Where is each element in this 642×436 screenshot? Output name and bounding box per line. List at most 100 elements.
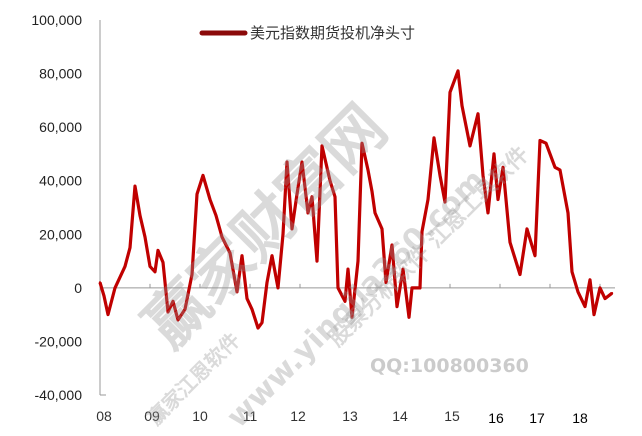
data-point bbox=[390, 243, 394, 247]
data-point bbox=[533, 254, 537, 257]
data-point bbox=[492, 152, 496, 156]
data-point bbox=[395, 305, 399, 308]
data-point bbox=[290, 227, 294, 231]
data-point bbox=[102, 294, 106, 298]
data-point bbox=[201, 174, 205, 177]
data-point bbox=[315, 259, 319, 263]
y-tick-label: 0 bbox=[74, 280, 82, 296]
data-point bbox=[148, 265, 152, 268]
data-point bbox=[426, 198, 430, 201]
data-point bbox=[214, 214, 218, 217]
x-tick-label: 10 bbox=[192, 408, 208, 424]
data-point bbox=[598, 286, 602, 290]
data-point bbox=[240, 254, 244, 257]
data-point bbox=[476, 112, 480, 115]
data-point bbox=[356, 259, 360, 263]
data-point bbox=[407, 316, 411, 319]
data-point bbox=[468, 144, 472, 148]
data-point bbox=[183, 308, 187, 311]
data-point bbox=[525, 227, 529, 231]
y-tick-label: -40,000 bbox=[35, 387, 83, 403]
data-point bbox=[161, 261, 165, 264]
data-point bbox=[285, 160, 289, 164]
data-point bbox=[360, 142, 364, 145]
data-point bbox=[501, 166, 505, 169]
x-tick-label: 13 bbox=[342, 408, 358, 424]
data-point bbox=[448, 91, 452, 94]
data-point bbox=[295, 192, 299, 196]
y-tick-label: 100,000 bbox=[31, 12, 82, 28]
x-tick-label: 17 bbox=[529, 410, 545, 426]
x-tick-label: 14 bbox=[392, 408, 408, 424]
data-point bbox=[128, 246, 132, 249]
x-tick-label: 15 bbox=[444, 408, 460, 424]
x-tick-labels: 08 09 10 11 12 13 14 15 16 17 18 bbox=[96, 408, 588, 426]
data-point bbox=[270, 254, 274, 257]
data-point bbox=[438, 174, 442, 177]
data-point bbox=[333, 195, 337, 198]
data-point bbox=[420, 230, 424, 233]
data-point bbox=[481, 174, 485, 177]
data-point bbox=[113, 286, 117, 290]
legend: 美元指数期货投机净头寸 bbox=[199, 24, 415, 42]
x-tick-label: 09 bbox=[144, 408, 160, 424]
data-point bbox=[486, 211, 490, 215]
data-point bbox=[265, 281, 269, 284]
data-point bbox=[138, 214, 142, 217]
data-point bbox=[190, 273, 194, 276]
series-group bbox=[98, 69, 614, 330]
x-tick-label: 18 bbox=[572, 410, 588, 426]
data-point bbox=[366, 168, 370, 172]
data-point bbox=[153, 270, 157, 273]
data-point bbox=[346, 267, 350, 271]
data-point bbox=[176, 318, 180, 322]
data-point bbox=[418, 286, 422, 290]
data-point bbox=[208, 198, 212, 201]
data-point bbox=[106, 313, 110, 316]
data-point bbox=[166, 310, 170, 314]
data-point bbox=[245, 297, 249, 300]
data-point bbox=[235, 290, 239, 294]
data-point bbox=[373, 211, 377, 215]
y-tick-label: -20,000 bbox=[35, 333, 83, 349]
data-point bbox=[610, 292, 614, 295]
x-tick-label: 11 bbox=[243, 408, 258, 424]
data-point bbox=[592, 313, 596, 316]
data-point bbox=[384, 281, 388, 284]
data-point bbox=[98, 281, 102, 284]
data-point bbox=[328, 179, 332, 182]
data-point bbox=[558, 168, 562, 172]
y-tick-label: 40,000 bbox=[39, 173, 82, 189]
x-tick-label: 16 bbox=[488, 410, 504, 426]
data-point bbox=[410, 286, 414, 290]
data-point bbox=[566, 211, 570, 215]
data-point bbox=[496, 198, 500, 201]
data-point bbox=[508, 241, 512, 244]
data-point bbox=[456, 69, 460, 73]
data-point bbox=[576, 290, 580, 294]
x-tick-label: 12 bbox=[290, 408, 306, 424]
data-point bbox=[171, 300, 175, 303]
legend-label: 美元指数期货投机净头寸 bbox=[250, 24, 415, 42]
data-point bbox=[518, 273, 522, 276]
data-point bbox=[143, 235, 147, 239]
data-point bbox=[281, 233, 285, 236]
data-point bbox=[336, 286, 340, 290]
y-tick-label: 80,000 bbox=[39, 66, 82, 82]
series-line bbox=[98, 69, 613, 330]
data-point bbox=[588, 278, 592, 282]
data-point bbox=[538, 139, 542, 142]
data-point bbox=[460, 104, 464, 107]
x-tick-label: 08 bbox=[96, 408, 112, 424]
data-point bbox=[350, 316, 354, 319]
data-point bbox=[123, 265, 127, 268]
data-point bbox=[310, 195, 314, 198]
data-point bbox=[220, 235, 224, 239]
data-point bbox=[370, 190, 374, 193]
data-point bbox=[276, 286, 280, 290]
data-point bbox=[432, 136, 436, 140]
data-point bbox=[156, 249, 160, 252]
data-point bbox=[603, 297, 607, 300]
y-tick-label: 60,000 bbox=[39, 119, 82, 135]
